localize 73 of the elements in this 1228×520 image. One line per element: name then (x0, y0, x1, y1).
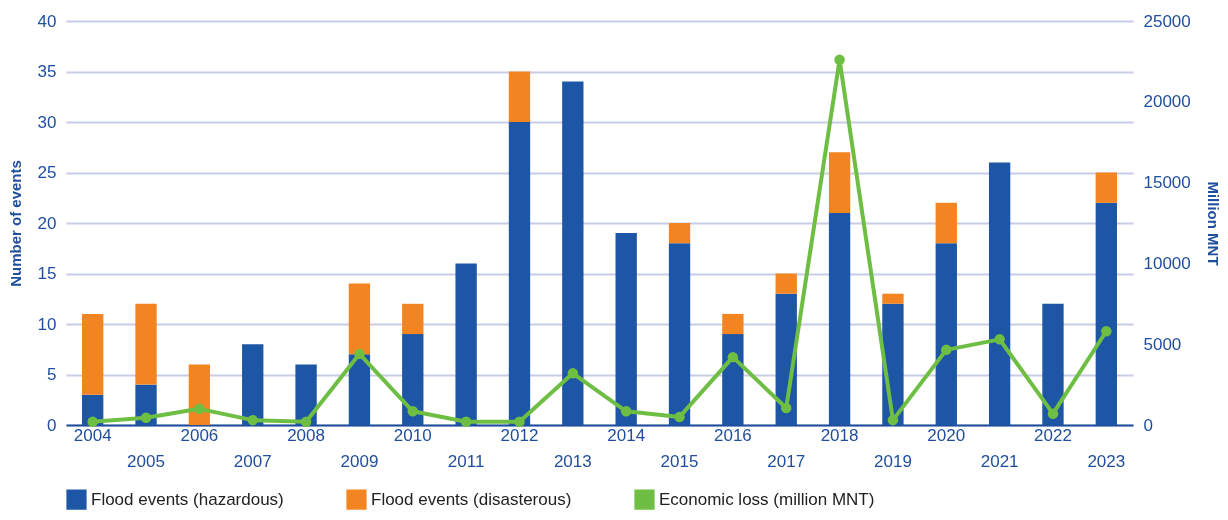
y-tick-label: 25 (37, 163, 57, 182)
point (780, 402, 792, 414)
y2-axis-title: Million MNT (1204, 181, 1222, 266)
x-tick-label: 2009 (340, 451, 379, 471)
bar (722, 313, 744, 335)
bar (508, 71, 531, 122)
y2-tick-label: 25000 (1143, 11, 1191, 31)
legend-label: Flood events (hazardous) (91, 489, 284, 509)
point (1047, 408, 1059, 419)
y-tick-label: 10 (37, 314, 57, 334)
point (674, 411, 685, 423)
point (620, 406, 632, 417)
x-tick-label: 2005 (127, 451, 165, 471)
x-tick-label: 2021 (980, 451, 1019, 471)
bar (668, 223, 691, 244)
x-tick-label: 2018 (820, 425, 859, 445)
bar (82, 313, 104, 395)
y-tick-label: 35 (37, 62, 57, 81)
y2-tick-label: 10000 (1143, 253, 1191, 273)
y2-tick-label: 20000 (1143, 92, 1191, 112)
y-tick-label: 40 (37, 11, 57, 31)
y-tick-label: 0 (47, 415, 57, 435)
bar (935, 202, 957, 244)
x-tick-label: 2019 (874, 451, 912, 471)
bar (1095, 172, 1117, 203)
bar (348, 283, 371, 355)
x-tick-label: 2015 (660, 451, 699, 471)
x-tick-label: 2012 (500, 425, 539, 445)
y2-tick-label: 15000 (1143, 173, 1191, 193)
point (300, 416, 312, 427)
point (140, 412, 152, 423)
y2-tick-label: 5000 (1143, 334, 1182, 354)
y2-tick-label: 0 (1143, 415, 1153, 435)
point (887, 414, 899, 426)
x-tick-label: 2013 (553, 451, 592, 471)
y-axis-title: Number of events (6, 160, 24, 287)
x-tick-label: 2007 (233, 451, 272, 471)
x-tick-label: 2023 (1087, 451, 1126, 471)
x-tick-label: 2010 (393, 425, 432, 445)
y-tick-label: 15 (37, 264, 57, 283)
x-tick-label: 2017 (767, 451, 806, 471)
point (727, 351, 739, 363)
bar (828, 152, 851, 213)
x-tick-label: 2011 (447, 451, 485, 471)
y-tick-label: 30 (37, 112, 57, 132)
point (941, 344, 952, 356)
x-tick-label: 2004 (73, 425, 112, 445)
x-tick-label: 2006 (180, 425, 219, 445)
bar (135, 303, 157, 385)
point (834, 54, 845, 66)
bar (775, 273, 797, 294)
point (87, 416, 98, 427)
point (407, 406, 419, 417)
point (460, 416, 472, 427)
x-tick-label: 2008 (287, 425, 325, 445)
x-tick-label: 2014 (607, 425, 646, 445)
bar (188, 364, 211, 425)
legend-label: Flood events (disasterous) (371, 489, 572, 509)
point (514, 416, 525, 427)
point (247, 414, 258, 426)
x-tick-label: 2022 (1034, 425, 1072, 445)
bar (882, 293, 904, 304)
x-tick-label: 2020 (927, 425, 966, 445)
x-tick-label: 2016 (713, 425, 752, 445)
y-tick-label: 5 (47, 365, 57, 384)
point (567, 368, 579, 379)
bar (402, 303, 424, 335)
point (994, 334, 1005, 345)
point (194, 403, 205, 415)
legend-label: Economic loss (million MNT) (659, 489, 875, 509)
y-tick-label: 20 (37, 213, 57, 233)
point (354, 348, 365, 360)
point (1101, 326, 1112, 337)
